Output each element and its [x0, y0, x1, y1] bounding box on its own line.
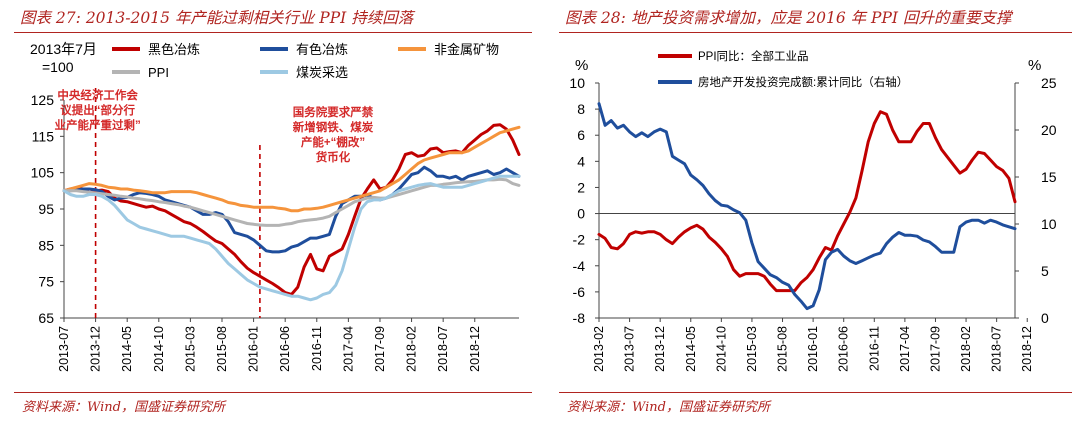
y-tick-label: 75 — [38, 274, 54, 290]
x-tick-label: 2015-08 — [215, 326, 229, 372]
y-tick-label: 10 — [569, 75, 585, 91]
annotation-text: 中央经济工作会 — [57, 88, 138, 102]
y-tick-label: 0 — [577, 206, 585, 222]
y-tick-label: 15 — [1041, 169, 1057, 185]
legend-label: 非金属矿物 — [434, 42, 499, 57]
y-tick-label: 6 — [577, 127, 585, 143]
annotation-text: 产能+“棚改” — [301, 135, 365, 149]
x-tick-label: 2017-09 — [373, 326, 387, 372]
x-tick-label: 2016-11 — [867, 326, 881, 371]
y-tick-label: 115 — [32, 128, 55, 144]
y-tick-label: 4 — [577, 153, 585, 169]
y-tick-label: 85 — [38, 237, 54, 253]
x-tick-label: 2016-06 — [278, 326, 292, 372]
series-line — [62, 125, 521, 213]
x-tick-label: 2013-02 — [592, 326, 606, 372]
legend-label: PPI — [148, 65, 169, 80]
series-line — [62, 174, 521, 302]
y-tick-label: 125 — [31, 92, 55, 108]
figure-label: 图表 28: — [565, 9, 626, 27]
x-tick-label: 2017-09 — [928, 326, 942, 372]
x-tick-label: 2013-12 — [89, 326, 103, 372]
x-tick-label: 2014-05 — [120, 326, 134, 372]
y-tick-label: 0 — [1041, 310, 1049, 326]
x-tick-label: 2014-05 — [684, 326, 698, 372]
line-chart-right: -8 -6 -4 -2 0 2 4 6 8 10 0 5 10 15 20 25% % 2013-02 2013-0… — [569, 49, 1057, 372]
y-axis-unit: % — [575, 57, 588, 74]
x-tick-label: 2016-01 — [806, 326, 820, 372]
y-tick-label: 65 — [38, 310, 54, 326]
y-axis-unit: % — [1028, 57, 1041, 74]
y-tick-label: 105 — [31, 165, 55, 181]
chart-panel-right: 图表 28: 地产投资需求增加，应是 2016 年 PPI 回升的重要支撑 -8… — [545, 0, 1080, 423]
x-tick-label: 2016-06 — [837, 326, 851, 372]
y-tick-label: 20 — [1041, 122, 1057, 138]
x-tick-label: 2017-04 — [898, 326, 912, 372]
x-tick-label: 2018-02 — [959, 326, 973, 372]
y-tick-label: 95 — [38, 201, 54, 217]
y-tick-label: -4 — [573, 258, 586, 274]
figure-label: 图表 27: — [20, 9, 81, 27]
chart-panel-left: 图表 27: 2013-2015 年产能过剩相关行业 PPI 持续回落 65 75… — [14, 6, 532, 415]
series-line — [62, 165, 521, 254]
y-tick-label: 25 — [1041, 75, 1057, 91]
y-tick-label: 10 — [1041, 216, 1057, 232]
x-tick-label: 2017-04 — [341, 326, 355, 372]
y-tick-label: 5 — [1041, 263, 1049, 279]
y-tick-label: -6 — [573, 284, 586, 300]
source-note: 资料来源：Wind，国盛证券研究所 — [22, 400, 225, 415]
x-tick-label: 2018-12 — [468, 326, 482, 372]
x-tick-label: 2018-07 — [436, 326, 450, 372]
legend-label: 房地产开发投资完成额:累计同比（右轴） — [698, 75, 908, 89]
y-tick-label: 8 — [577, 101, 585, 117]
index-base-label: =100 — [42, 59, 74, 75]
line-chart-left: 65 75 85 95 105 115 125 2013-07 2013-12 2014-05 20… — [30, 41, 521, 372]
legend-label: 黑色冶炼 — [148, 42, 200, 57]
annotation-text: 业产能严重过剩” — [54, 118, 140, 132]
series-line — [62, 177, 521, 227]
legend-label: PPI同比：全部工业品 — [698, 49, 809, 63]
series-line — [597, 110, 1017, 293]
legend-label: 有色冶炼 — [296, 42, 348, 57]
figure-title: 2013-2015 年产能过剩相关行业 PPI 持续回落 — [85, 9, 414, 27]
x-tick-label: 2014-10 — [714, 326, 728, 372]
x-tick-label: 2013-07 — [623, 326, 637, 372]
x-tick-label: 2016-11 — [310, 326, 324, 371]
x-tick-label: 2013-07 — [57, 326, 71, 372]
annotation-text: 议提出“部分行 — [60, 103, 135, 117]
annotation-text: 新增钢铁、煤炭 — [293, 120, 374, 134]
source-rule — [14, 392, 532, 393]
y-tick-label: -2 — [573, 232, 586, 248]
chart-title: 图表 27: 2013-2015 年产能过剩相关行业 PPI 持续回落 — [20, 6, 413, 28]
series-line — [597, 102, 1017, 311]
title-rule — [559, 32, 1072, 33]
x-tick-label: 2015-03 — [183, 326, 197, 372]
legend-label: 煤炭采选 — [296, 65, 348, 80]
figure-title: 地产投资需求增加，应是 2016 年 PPI 回升的重要支撑 — [630, 9, 1012, 27]
series-line — [62, 123, 521, 296]
index-base-label: 2013年7月 — [30, 41, 97, 57]
source-rule — [559, 392, 1072, 393]
y-tick-label: 2 — [577, 179, 585, 195]
annotation-text: 国务院要求严禁 — [293, 105, 374, 119]
annotation-text: 货币化 — [315, 150, 351, 164]
y-tick-label: -8 — [573, 310, 586, 326]
x-tick-label: 2015-03 — [745, 326, 759, 372]
chart-title: 图表 28: 地产投资需求增加，应是 2016 年 PPI 回升的重要支撑 — [565, 6, 1011, 28]
x-tick-label: 2014-10 — [152, 326, 166, 372]
source-note: 资料来源：Wind，国盛证券研究所 — [567, 400, 770, 415]
x-tick-label: 2015-08 — [776, 326, 790, 372]
x-tick-label: 2018-07 — [990, 326, 1004, 372]
x-tick-label: 2018-12 — [1020, 326, 1034, 372]
x-tick-label: 2018-02 — [405, 326, 419, 372]
title-rule — [14, 32, 532, 33]
x-tick-label: 2016-01 — [247, 326, 261, 372]
x-tick-label: 2013-12 — [653, 326, 667, 372]
